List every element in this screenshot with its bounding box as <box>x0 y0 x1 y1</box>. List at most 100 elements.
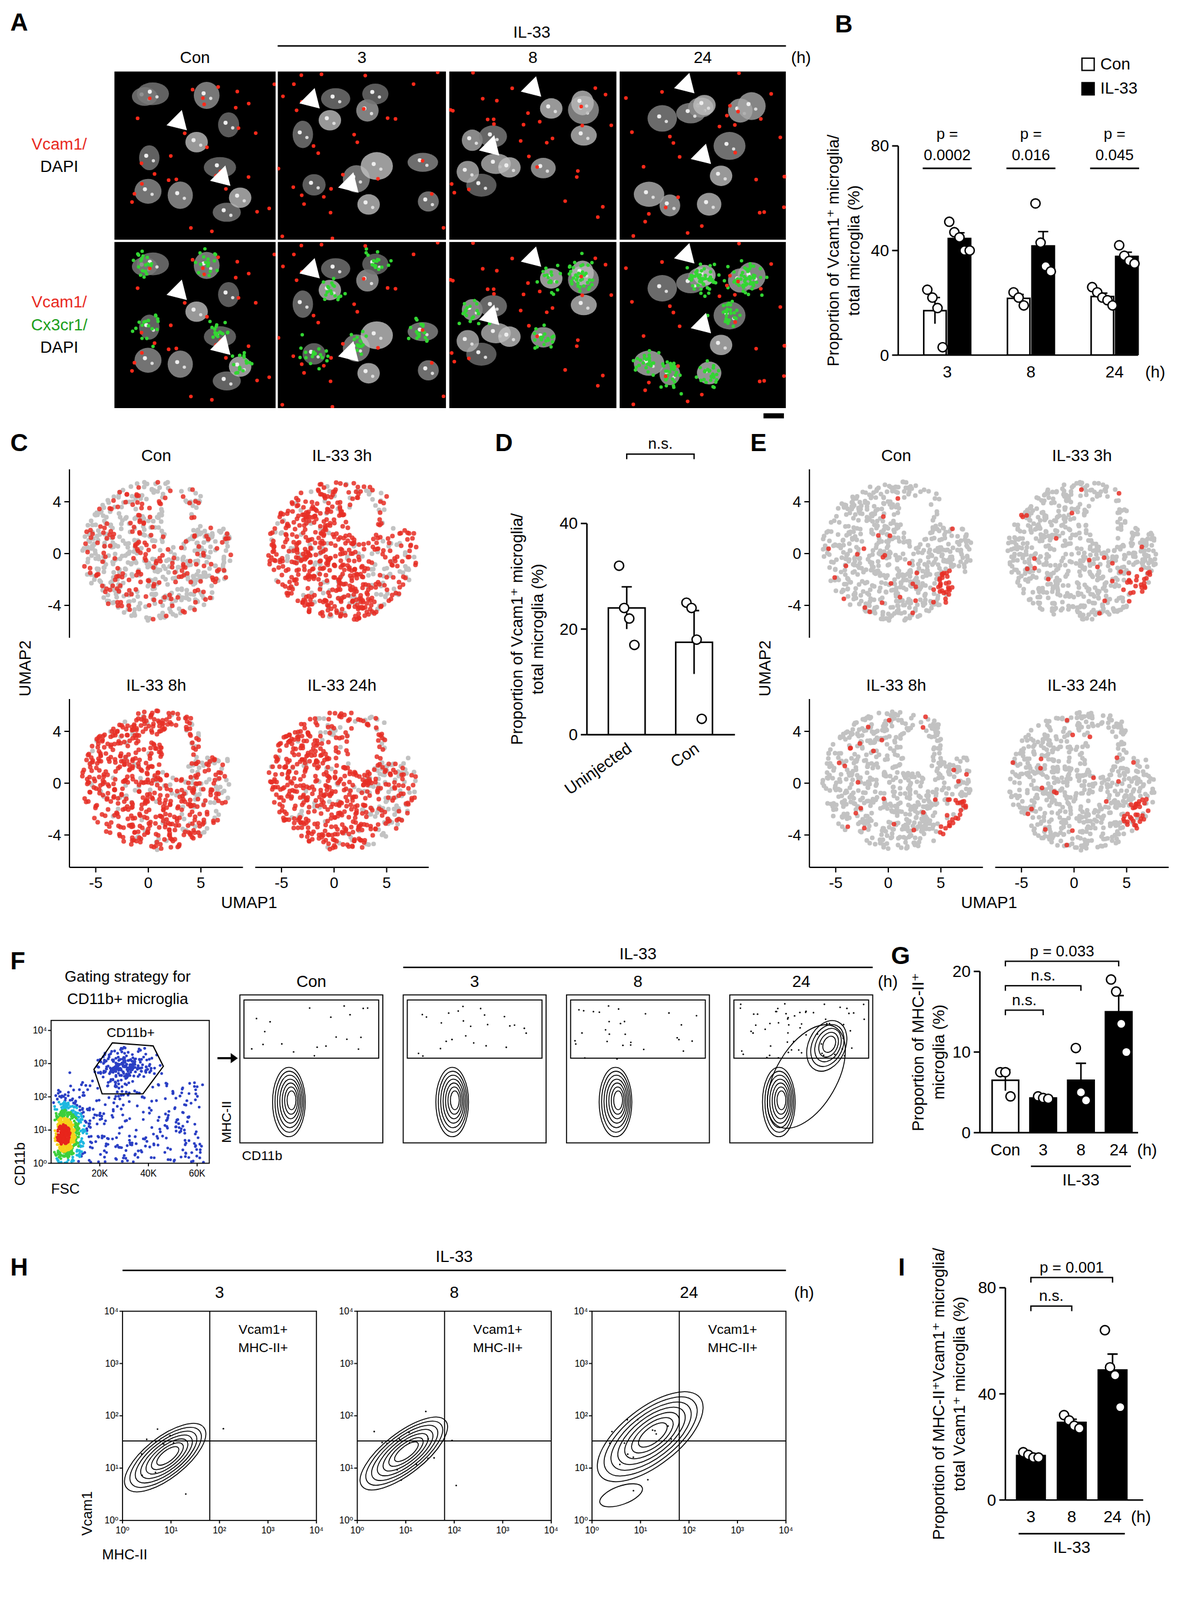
subplot-title: Con <box>141 446 172 465</box>
red-signal <box>202 272 206 277</box>
cell-point <box>131 524 137 530</box>
cell-point <box>380 538 386 544</box>
red-signal <box>255 209 259 214</box>
red-signal <box>147 266 152 271</box>
green-signal <box>140 269 145 273</box>
cell-point <box>203 534 209 539</box>
nucleus <box>737 92 766 121</box>
green-signal <box>644 357 648 362</box>
red-signal <box>411 82 416 86</box>
green-signal <box>663 369 668 373</box>
cell-point <box>150 518 156 524</box>
nucleus <box>417 191 439 212</box>
category-label: 3 <box>1026 1507 1035 1527</box>
cell-point <box>149 533 154 538</box>
red-signal <box>152 341 157 346</box>
red-signal <box>631 402 635 407</box>
red-signal <box>328 379 333 383</box>
significance-line <box>923 167 972 170</box>
cell-point <box>121 610 127 615</box>
green-signal <box>462 302 467 306</box>
cell-point <box>207 549 213 555</box>
green-signal <box>545 273 549 277</box>
green-signal <box>569 279 574 283</box>
green-signal <box>408 325 413 330</box>
green-signal <box>746 292 751 297</box>
red-signal <box>385 286 390 290</box>
y-tick <box>580 733 587 736</box>
red-signal <box>762 210 766 214</box>
nucleus-spot <box>144 153 149 158</box>
red-signal <box>646 380 651 385</box>
image-background <box>449 71 617 240</box>
nucleus <box>407 322 439 342</box>
red-signal <box>352 302 356 306</box>
red-signal <box>130 369 134 373</box>
nucleus-spot <box>143 187 148 192</box>
green-signal <box>131 258 136 263</box>
cell-point <box>160 539 165 545</box>
bar <box>948 238 971 356</box>
y-tick <box>892 144 899 147</box>
cell-point <box>142 556 148 561</box>
cell-point <box>411 554 417 560</box>
red-signal <box>376 176 380 181</box>
green-signal <box>539 338 544 342</box>
nucleus-spot <box>546 169 550 174</box>
arrowhead <box>673 243 695 264</box>
green-signal <box>535 280 539 284</box>
cell-point <box>120 538 126 544</box>
green-signal <box>702 377 706 382</box>
nucleus <box>456 329 479 352</box>
nucleus-spot <box>174 359 180 365</box>
green-signal <box>637 364 641 368</box>
tick-label: 20 <box>559 620 578 639</box>
nucleus <box>737 262 766 290</box>
nucleus-spot <box>476 181 481 186</box>
data-point <box>1116 1019 1127 1030</box>
green-signal <box>550 273 554 277</box>
red-signal <box>535 165 539 170</box>
nucleus-spot <box>651 195 655 200</box>
green-signal <box>748 266 752 271</box>
red-signal <box>253 300 258 305</box>
red-signal <box>603 92 608 97</box>
cell-point <box>168 609 174 615</box>
green-signal <box>311 352 316 356</box>
green-signal <box>712 262 717 267</box>
nucleus <box>360 151 393 180</box>
cell-point <box>193 561 199 567</box>
green-signal <box>642 354 647 358</box>
green-signal <box>690 276 694 281</box>
green-signal <box>669 364 673 368</box>
nucleus-spot <box>363 369 368 374</box>
red-signal <box>246 101 251 106</box>
cell-point <box>101 543 107 549</box>
red-signal <box>210 229 214 234</box>
nucleus-spot <box>495 137 499 142</box>
cell-point <box>107 587 113 593</box>
cell-point <box>157 500 162 506</box>
red-signal <box>311 144 316 148</box>
cell-point <box>81 564 87 570</box>
nucleus <box>713 301 746 330</box>
arrowhead <box>520 246 542 267</box>
nucleus <box>570 125 597 147</box>
red-signal <box>550 136 555 141</box>
cell-point <box>126 541 131 547</box>
nucleus-spot <box>423 366 428 371</box>
green-signal <box>153 313 158 317</box>
cell-point <box>133 542 138 548</box>
green-signal <box>140 249 144 254</box>
nucleus <box>417 360 439 381</box>
cell-point <box>129 494 135 499</box>
green-signal <box>587 278 592 283</box>
nucleus-spot <box>332 121 336 126</box>
red-signal <box>717 294 721 299</box>
cell-point <box>118 526 124 532</box>
nucleus-spot <box>242 199 247 203</box>
green-signal <box>417 332 422 336</box>
red-signal <box>563 368 567 372</box>
green-signal <box>633 368 638 372</box>
red-signal <box>435 71 440 74</box>
